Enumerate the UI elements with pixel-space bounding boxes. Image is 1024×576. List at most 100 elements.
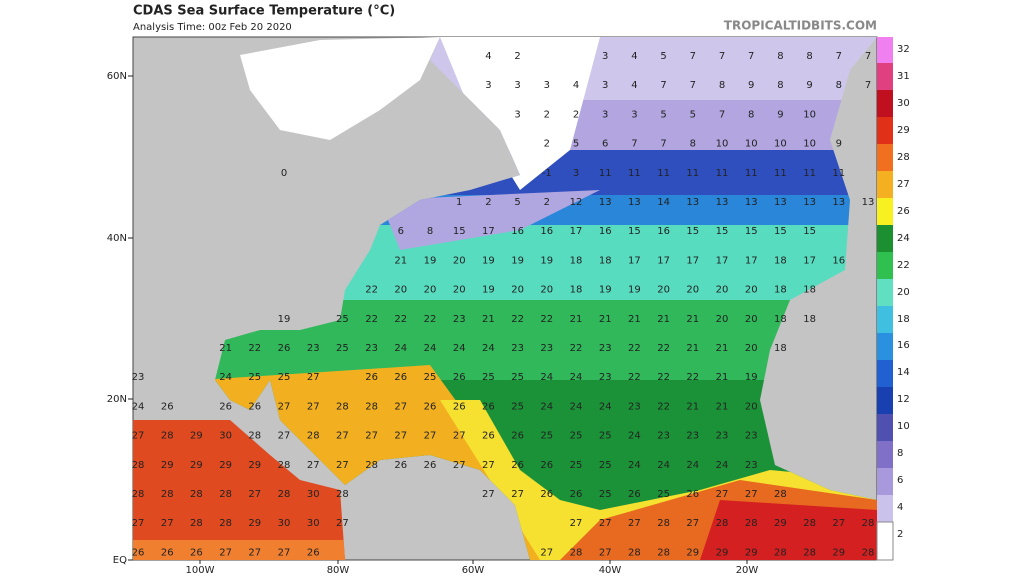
sst-label: 26 (540, 460, 553, 471)
colorbar-label: 14 (897, 367, 910, 378)
sst-label: 25 (570, 460, 583, 471)
sst-label: 27 (248, 489, 261, 500)
sst-label: 18 (599, 255, 612, 266)
sst-label: 13 (716, 197, 729, 208)
sst-label: 24 (482, 343, 495, 354)
sst-label: 17 (628, 255, 641, 266)
sst-label: 27 (832, 518, 845, 529)
sst-label: 28 (774, 489, 787, 500)
sst-label: 22 (657, 372, 670, 383)
sst-label: 29 (832, 547, 845, 558)
sst-label: 19 (424, 255, 437, 266)
sst-label: 23 (540, 343, 553, 354)
sst-label: 25 (278, 372, 291, 383)
sst-label: 30 (307, 518, 320, 529)
sst-label: 20 (424, 285, 437, 296)
sst-label: 8 (719, 80, 725, 91)
sst-label: 5 (573, 139, 579, 150)
lon-label: 20W (736, 565, 759, 576)
sst-label: 26 (540, 489, 553, 500)
lat-label: 20N (107, 394, 127, 405)
sst-label: 27 (540, 547, 553, 558)
sst-label: 26 (132, 547, 145, 558)
sst-label: 18 (803, 314, 816, 325)
sst-label: 20 (716, 285, 729, 296)
sst-label: 28 (365, 401, 378, 412)
colorbar-label: 18 (897, 314, 910, 325)
sst-label: 25 (599, 489, 612, 500)
sst-label: 19 (599, 285, 612, 296)
sst-label: 28 (803, 518, 816, 529)
sst-label: 24 (716, 460, 729, 471)
sst-label: 8 (748, 109, 754, 120)
sst-label: 3 (485, 80, 491, 91)
colorbar-label: 28 (897, 152, 910, 163)
sst-label: 26 (453, 401, 466, 412)
sst-label: 21 (686, 401, 699, 412)
sst-label: 7 (836, 51, 842, 62)
sst-label: 18 (803, 285, 816, 296)
sst-label: 24 (540, 401, 553, 412)
sst-label: 27 (307, 372, 320, 383)
sst-label: 28 (745, 518, 758, 529)
sst-label: 11 (832, 168, 845, 179)
sst-label: 24 (570, 372, 583, 383)
sst-label: 11 (657, 168, 670, 179)
sst-label: 8 (806, 51, 812, 62)
sst-label: 27 (365, 431, 378, 442)
sst-label: 25 (424, 372, 437, 383)
sst-label: 22 (657, 343, 670, 354)
sst-label: 28 (219, 518, 232, 529)
sst-label: 25 (336, 343, 349, 354)
sst-label: 27 (278, 401, 291, 412)
sst-label: 21 (686, 314, 699, 325)
sst-label: 6 (602, 139, 608, 150)
ice (240, 37, 440, 140)
colorbar-label: 2 (897, 529, 903, 540)
sst-label: 23 (657, 431, 670, 442)
sst-label: 23 (686, 431, 699, 442)
sst-label: 27 (307, 460, 320, 471)
sst-label: 13 (745, 197, 758, 208)
sst-label: 10 (745, 139, 758, 150)
sst-label: 8 (836, 80, 842, 91)
sst-label: 24 (657, 460, 670, 471)
sst-label: 28 (716, 518, 729, 529)
sst-label: 29 (190, 431, 203, 442)
sst-label: 3 (602, 80, 608, 91)
sst-label: 11 (686, 168, 699, 179)
sst-label: 25 (657, 489, 670, 500)
sst-label: 27 (219, 547, 232, 558)
sst-label: 27 (424, 431, 437, 442)
sst-label: 19 (540, 255, 553, 266)
sst-label: 7 (719, 109, 725, 120)
sst-label: 12 (570, 197, 583, 208)
sst-label: 19 (482, 255, 495, 266)
sst-label: 27 (482, 460, 495, 471)
sst-label: 27 (336, 431, 349, 442)
sst-label: 23 (307, 343, 320, 354)
colorbar-label: 16 (897, 340, 910, 351)
sst-label: 22 (511, 314, 524, 325)
sst-label: 13 (862, 197, 875, 208)
sst-label: 27 (307, 401, 320, 412)
sst-label: 7 (719, 51, 725, 62)
sst-label: 5 (514, 197, 520, 208)
colorbar-label: 31 (897, 71, 910, 82)
sst-label: 20 (511, 285, 524, 296)
sst-label: 24 (540, 372, 553, 383)
sst-label: 8 (690, 139, 696, 150)
sst-label: 17 (716, 255, 729, 266)
sst-label: 23 (599, 343, 612, 354)
sst-label: 7 (690, 51, 696, 62)
sst-label: 28 (132, 489, 145, 500)
colorbar-label: 8 (897, 448, 903, 459)
sst-label: 28 (657, 518, 670, 529)
sst-label: 30 (278, 518, 291, 529)
sst-label: 20 (686, 285, 699, 296)
sst-label: 22 (248, 343, 261, 354)
lat-label: 60N (107, 71, 127, 82)
sst-label: 30 (307, 489, 320, 500)
sst-label: 3 (573, 168, 579, 179)
sst-label: 10 (774, 139, 787, 150)
